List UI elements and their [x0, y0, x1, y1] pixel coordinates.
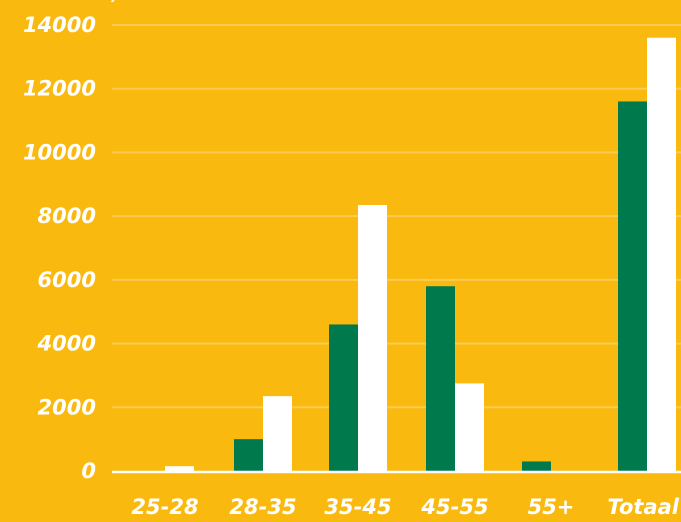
y-tick-label-2000: 2000: [38, 395, 96, 419]
bar-series2-28-35: [263, 396, 292, 471]
y-tick-label-10000: 10000: [23, 140, 96, 164]
bar-series1-35-45: [329, 324, 358, 471]
bar-series2-25-28: [165, 466, 194, 471]
y-tick-label-4000: 4000: [37, 332, 96, 356]
y-tick-label-14000: 14000: [23, 13, 96, 37]
gridlines: [112, 24, 681, 409]
bar-series2-45-55: [455, 383, 484, 471]
bar-series2-Totaal: [647, 37, 676, 471]
x-axis-tick-labels: 25-28 28-35 35-45 45-55 55+ Totaal: [131, 495, 679, 519]
x-tick-label-Totaal: Totaal: [607, 495, 679, 519]
bar-series2-35-45: [358, 204, 387, 471]
x-tick-label-25-28: 25-28: [131, 495, 198, 519]
x-tick-label-55+: 55+: [528, 495, 575, 519]
x-tick-label-45-55: 45-55: [420, 495, 488, 519]
y-tick-label-0: 0: [81, 459, 96, 483]
y-tick-label-12000: 12000: [23, 77, 96, 101]
x-tick-label-35-45: 35-45: [324, 495, 391, 519]
bar-series1-Totaal: [618, 101, 647, 471]
bar-series1-55+: [522, 461, 551, 471]
cropped-top-text-fragment: /: [110, 0, 123, 5]
bars: [165, 37, 676, 471]
y-axis-tick-labels: 0 2000 4000 6000 8000 10000 12000 14000: [23, 13, 96, 483]
y-tick-label-8000: 8000: [38, 204, 96, 228]
bar-series1-28-35: [234, 439, 263, 471]
bar-series1-45-55: [426, 286, 455, 471]
y-tick-label-6000: 6000: [38, 268, 96, 292]
x-tick-label-28-35: 28-35: [229, 495, 296, 519]
